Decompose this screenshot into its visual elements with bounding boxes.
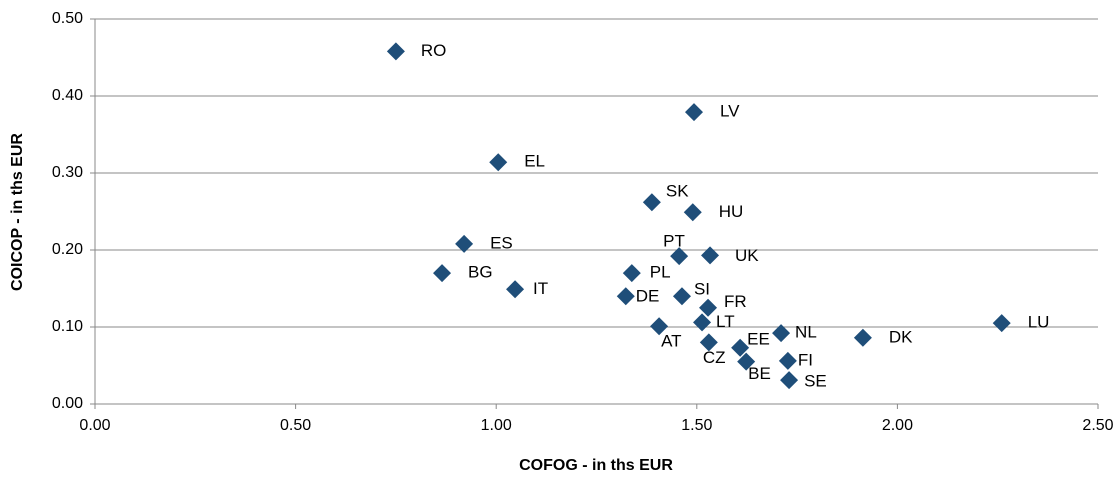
x-tick-label: 1.50 bbox=[681, 417, 712, 434]
point-label: SI bbox=[694, 280, 710, 299]
point bbox=[683, 203, 702, 222]
point-label: DE bbox=[636, 287, 660, 306]
point-label: LV bbox=[720, 102, 740, 121]
x-tick-label: 0.00 bbox=[79, 417, 110, 434]
point-label: FI bbox=[798, 350, 813, 369]
point-label: PT bbox=[663, 232, 685, 251]
point bbox=[622, 264, 641, 283]
point bbox=[737, 352, 756, 371]
point-label: SK bbox=[666, 182, 689, 201]
point bbox=[684, 103, 703, 122]
point bbox=[780, 371, 799, 390]
x-tick-label: 2.50 bbox=[1082, 417, 1113, 434]
x-tick-label: 0.50 bbox=[280, 417, 311, 434]
point-label: LU bbox=[1028, 313, 1050, 332]
point-label: UK bbox=[735, 246, 759, 265]
point bbox=[650, 317, 669, 336]
point bbox=[386, 42, 405, 61]
point-label: NL bbox=[795, 323, 817, 342]
point bbox=[731, 338, 750, 357]
point bbox=[489, 153, 508, 172]
x-tick-label: 2.00 bbox=[882, 417, 913, 434]
point bbox=[693, 313, 712, 332]
y-tick-label: 0.40 bbox=[52, 87, 83, 104]
point bbox=[506, 280, 525, 299]
point bbox=[853, 328, 872, 347]
y-tick-label: 0.00 bbox=[52, 395, 83, 412]
point-label: EL bbox=[524, 152, 545, 171]
point-label: DK bbox=[889, 327, 913, 346]
point-label: BG bbox=[468, 263, 493, 282]
x-axis-title: COFOG - in ths EUR bbox=[519, 457, 673, 474]
point bbox=[699, 333, 718, 352]
point bbox=[642, 193, 661, 212]
point bbox=[699, 298, 718, 317]
y-tick-label: 0.50 bbox=[52, 10, 83, 27]
point-label: AT bbox=[661, 332, 681, 351]
point-label: IT bbox=[533, 279, 548, 298]
y-tick-label: 0.30 bbox=[52, 164, 83, 181]
point-label: LT bbox=[716, 312, 735, 331]
point bbox=[616, 287, 635, 306]
point-label: BE bbox=[748, 364, 771, 383]
x-tick-label: 1.00 bbox=[481, 417, 512, 434]
point bbox=[772, 324, 791, 343]
point bbox=[672, 287, 691, 306]
point bbox=[670, 247, 689, 266]
point bbox=[778, 351, 797, 370]
y-tick-label: 0.20 bbox=[52, 241, 83, 258]
point bbox=[701, 246, 720, 265]
point-label: HU bbox=[719, 202, 744, 221]
point-label: FR bbox=[724, 292, 747, 311]
point bbox=[433, 264, 452, 283]
point bbox=[992, 314, 1011, 333]
point-label: RO bbox=[421, 41, 447, 60]
point bbox=[455, 234, 474, 253]
point-label: EE bbox=[747, 329, 770, 348]
y-tick-label: 0.10 bbox=[52, 318, 83, 335]
point-label: SE bbox=[804, 372, 827, 391]
point-label: PL bbox=[650, 263, 671, 282]
point-label: ES bbox=[490, 233, 513, 252]
point-label: CZ bbox=[703, 348, 726, 367]
y-axis-title: COICOP - in ths EUR bbox=[9, 133, 26, 291]
